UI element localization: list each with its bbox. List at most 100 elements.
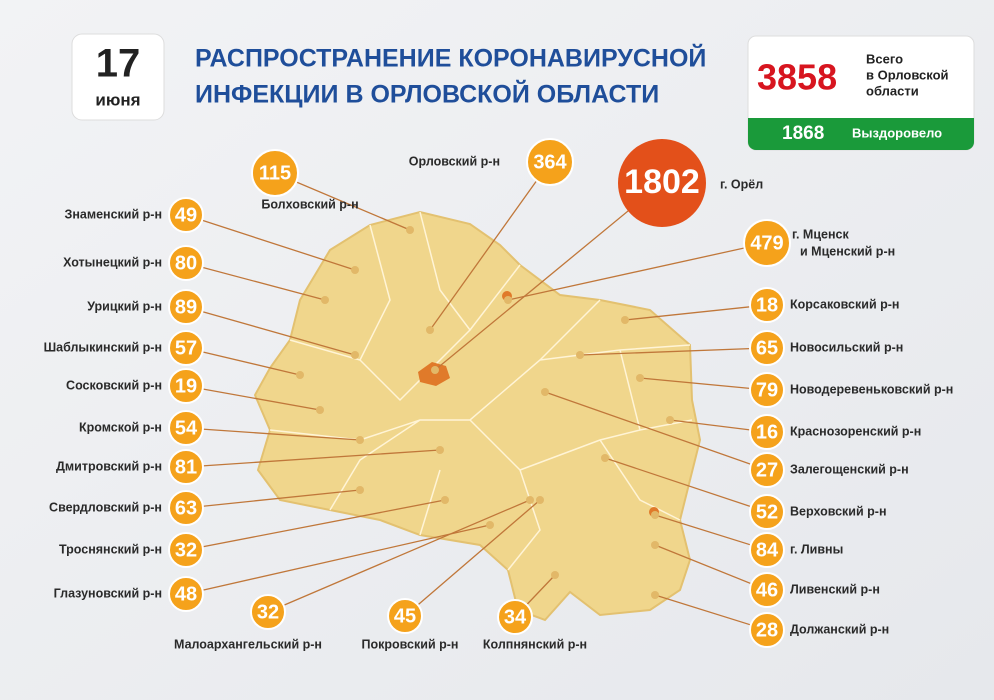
leader-line [185,524,491,595]
region-name: Глазуновский р-н [54,586,162,600]
region-value: 79 [756,379,778,401]
value-circle [168,490,204,526]
region-name: Новосильский р-н [790,340,903,354]
region-value: 1802 [624,163,700,201]
marker-dot [536,496,544,504]
marker-dot [356,486,364,494]
marker-dot [576,351,584,359]
region-name: Орловский р-н [409,154,500,168]
total-label: области [866,83,919,98]
region-value: 65 [756,337,778,359]
region-value: 27 [756,459,778,481]
region-value: 28 [756,619,778,641]
marker-dot [351,351,359,359]
marker-dot [441,496,449,504]
leader-line [185,306,356,356]
leader-line [544,391,768,471]
leader-line [274,172,411,231]
value-circle [749,494,785,530]
leader-line [267,499,531,613]
region-name: Дмитровский р-н [56,459,162,473]
value-circle [168,532,204,568]
region-name: Колпнянский р-н [483,637,587,651]
value-circle [749,532,785,568]
value-circle [749,372,785,408]
region-value: 34 [504,606,527,628]
region-name: Корсаковский р-н [790,297,899,311]
region-name: Знаменский р-н [65,207,162,221]
marker-dot [436,446,444,454]
region-name: Краснозоренский р-н [790,424,921,438]
region-name: Ливенский р-н [790,582,880,596]
marker-dot [636,374,644,382]
region-name: Урицкий р-н [87,299,162,313]
marker-dot [651,591,659,599]
leader-line [654,514,768,551]
marker-dot [504,296,512,304]
region-value: 49 [175,204,197,226]
recovered-label: Выздоровело [852,125,942,140]
total-value: 3858 [757,57,837,98]
value-circle [168,449,204,485]
region-value: 54 [175,417,198,439]
value-circle [749,452,785,488]
marker-dot [321,296,329,304]
region-value: 80 [175,252,197,274]
region-name: Верховский р-н [790,504,887,518]
value-circle [168,197,204,233]
value-circle [618,139,706,227]
region-value: 63 [175,497,197,519]
marker-dot [356,436,364,444]
region-name: и Мценский р-н [800,244,895,258]
region-value: 89 [175,296,197,318]
value-circle [168,245,204,281]
region-value: 364 [533,151,567,173]
marker-dot [651,541,659,549]
recovered-value: 1868 [782,123,824,144]
leader-line [429,161,551,331]
date-month: июня [95,90,140,109]
region-name: Хотынецкий р-н [63,255,162,269]
value-circle [749,414,785,450]
value-circle [526,138,574,186]
title-line: ИНФЕКЦИИ В ОРЛОВСКОЙ ОБЛАСТИ [195,79,659,109]
marker-dot [351,266,359,274]
total-label: Всего [866,51,903,66]
region-value: 45 [394,605,416,627]
value-circle [497,599,533,635]
region-name: г. Ливны [790,542,843,556]
region-name: Свердловский р-н [49,500,162,514]
region-name: Новодеревеньковский р-н [790,382,953,396]
leader-line [185,262,326,301]
leader-line [434,182,663,371]
leader-line [654,544,768,591]
region-name: Малоархангельский р-н [174,637,322,651]
value-circle [749,572,785,608]
region-value: 46 [756,579,778,601]
region-value: 32 [175,539,197,561]
value-circle [168,289,204,325]
marker-dot [541,388,549,396]
value-circle [749,330,785,366]
orel-city [418,362,450,386]
marker-dot [296,371,304,379]
region-value: 19 [175,375,197,397]
value-circle [168,368,204,404]
leader-line [639,377,768,391]
region-name: Должанский р-н [790,622,889,636]
leader-line [604,457,768,513]
marker-dot [601,454,609,462]
region-value: 18 [756,294,778,316]
region-name: Шаблыкинский р-н [44,340,162,354]
value-circle [168,576,204,612]
marker-dot [426,326,434,334]
value-circle [749,612,785,648]
leader-line [404,499,541,617]
marker-dot [551,571,559,579]
region-value: 52 [756,501,778,523]
leader-line [185,489,361,509]
marker-dot [526,496,534,504]
region-name: Троснянский р-н [59,542,162,556]
region-value: 57 [175,337,197,359]
